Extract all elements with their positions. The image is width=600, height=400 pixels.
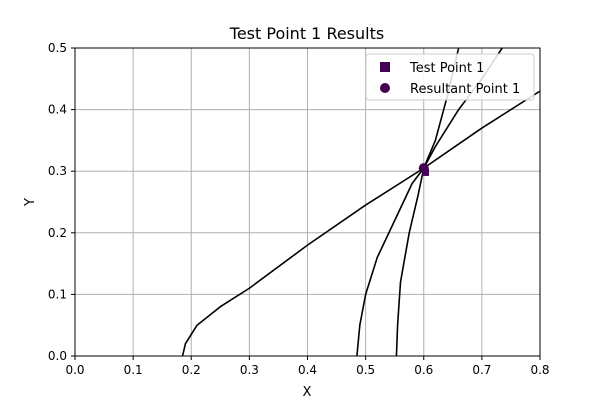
- y-tick-label: 0.2: [48, 226, 67, 240]
- legend-box: [365, 53, 535, 101]
- y-tick-label: 0.4: [48, 103, 67, 117]
- legend-circle-marker: [380, 83, 390, 93]
- points: [418, 163, 429, 176]
- legend-square-marker: [380, 62, 390, 72]
- legend-label-test-point: Test Point 1: [409, 61, 484, 76]
- x-tick-label: 0.3: [240, 363, 259, 377]
- legend: Test Point 1 Resultant Point 1: [365, 53, 535, 101]
- ticks: 0.0 0.1 0.2 0.3 0.4 0.5 0.6 0.7 0.8 0.0 0.1 0.2 0.3 0…: [48, 41, 550, 377]
- y-tick-label: 0.5: [48, 41, 67, 55]
- chart-title: Test Point 1 Results: [229, 24, 384, 43]
- y-tick-label: 0.0: [48, 349, 67, 363]
- curve-1: [181, 90, 541, 357]
- y-axis-label: Y: [23, 198, 38, 207]
- x-tick-label: 0.4: [298, 363, 317, 377]
- x-tick-label: 0.0: [65, 363, 84, 377]
- x-tick-label: 0.1: [124, 363, 143, 377]
- resultant-point-marker: [418, 163, 429, 174]
- x-axis-label: X: [303, 385, 312, 400]
- x-tick-label: 0.8: [530, 363, 549, 377]
- grid: [74, 47, 541, 357]
- y-tick-label: 0.1: [48, 287, 67, 301]
- x-tick-label: 0.7: [472, 363, 491, 377]
- x-tick-label: 0.6: [414, 363, 433, 377]
- y-tick-label: 0.3: [48, 164, 67, 178]
- curve-2: [356, 47, 460, 357]
- x-tick-label: 0.2: [182, 363, 201, 377]
- legend-label-resultant-point: Resultant Point 1: [410, 82, 520, 97]
- x-tick-label: 0.5: [356, 363, 375, 377]
